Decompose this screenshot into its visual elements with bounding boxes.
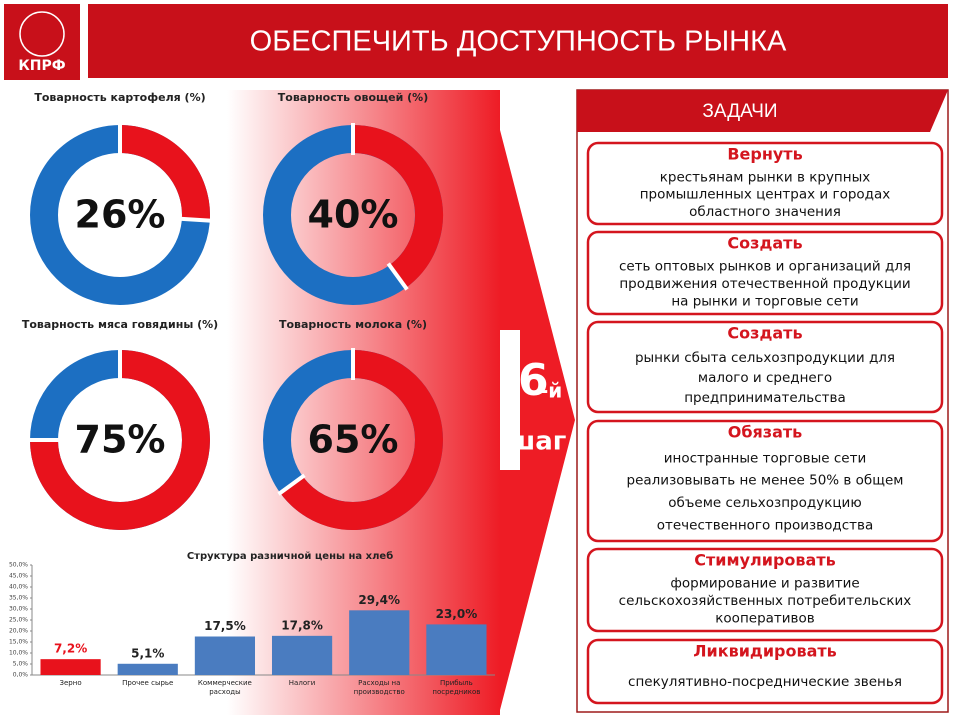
header-bar <box>88 4 948 78</box>
y-tick-label: 15,0% <box>9 639 28 646</box>
header-title: ОБЕСПЕЧИТЬ ДОСТУПНОСТЬ РЫНКА <box>250 26 787 58</box>
x-label-box: Налоги <box>288 679 316 687</box>
y-tick-label: 40,0% <box>9 584 28 591</box>
logo-text: КПРФ <box>18 58 65 74</box>
task-line: продвижения отечественной продукции <box>619 276 910 292</box>
task-line: сеть оптовых рынков и организаций для <box>619 259 911 275</box>
value-label: 17,5% <box>204 619 246 633</box>
chart-title: Товарность мяса говядины (%) <box>22 318 218 331</box>
task-line: крестьянам рынки в крупных <box>660 169 871 185</box>
y-tick-label: 35,0% <box>9 595 28 602</box>
task-box <box>586 320 944 414</box>
bar <box>349 610 410 675</box>
y-tick-label: 5,0% <box>13 661 29 668</box>
task-line: на рынки и торговые сети <box>671 294 858 310</box>
task-verb: Вернуть <box>727 145 802 164</box>
task-box <box>586 141 944 226</box>
task-line: иностранные торговые сети <box>664 450 867 466</box>
segment-gap <box>277 473 306 496</box>
x-label-box: Прочее сырье <box>122 679 174 687</box>
chart-title: Товарность молока (%) <box>279 318 427 331</box>
x-label-box: Зерно <box>59 679 82 687</box>
task-box <box>586 419 944 543</box>
logo-emblem <box>19 11 65 57</box>
value-label: 7,2% <box>54 642 87 656</box>
donut-label: 65% <box>308 418 399 462</box>
donut-segment <box>30 350 210 530</box>
task-line: кооперативов <box>715 611 815 627</box>
chart-title: Структура разничной цены на хлеб <box>187 550 393 562</box>
task-line: объеме сельхозпродукцию <box>668 495 861 511</box>
logo-box <box>4 4 80 80</box>
donut-segment <box>119 125 210 221</box>
bar <box>117 663 178 675</box>
x-tick-label: Расходы на производство <box>353 679 405 696</box>
x-label-box: Коммерческие расходы <box>197 679 252 696</box>
bar <box>194 636 256 675</box>
step-suffix: -й <box>540 379 562 403</box>
task-line: формирование и развитие <box>670 576 859 592</box>
value-label: 23,0% <box>436 607 478 621</box>
donut-label: 26% <box>75 193 166 237</box>
y-tick-label: 20,0% <box>9 628 28 635</box>
task-line: областного значения <box>689 204 841 220</box>
x-tick-label: Прибыль посредников <box>432 679 481 696</box>
tasks-banner <box>577 90 948 132</box>
segment-gap <box>386 262 409 291</box>
bar <box>426 624 487 675</box>
task-verb: Стимулировать <box>694 551 835 570</box>
donut-label: 40% <box>308 193 399 237</box>
task-line: отечественного производства <box>657 517 874 533</box>
task-line: реализовывать не менее 50% в общем <box>627 473 904 489</box>
y-tick-label: 30,0% <box>9 606 28 613</box>
bar <box>40 659 101 675</box>
x-label-box: Расходы на производство <box>353 679 405 696</box>
x-tick-label: Зерно <box>59 679 82 687</box>
task-box <box>586 230 944 316</box>
task-verb: Ликвидировать <box>693 642 837 661</box>
task-box <box>586 547 944 633</box>
task-line: сельскохозяйственных потребительских <box>619 593 912 609</box>
donut-label: 75% <box>75 418 166 462</box>
y-tick-label: 10,0% <box>9 650 28 657</box>
task-verb: Создать <box>727 324 802 343</box>
task-line: малого и среднего <box>698 370 832 386</box>
task-line: промышленных центрах и городах <box>640 187 891 203</box>
chart-title: Товарность овощей (%) <box>278 91 428 104</box>
arrow-gap <box>500 330 520 470</box>
x-tick-label: Прочее сырье <box>122 679 174 687</box>
donut-segment <box>280 350 443 530</box>
task-verb: Обязать <box>728 423 803 442</box>
chart-title: Товарность картофеля (%) <box>34 91 205 104</box>
task-line: предпринимательства <box>684 390 846 406</box>
y-tick-label: 45,0% <box>9 573 28 580</box>
bar <box>271 635 333 675</box>
task-line: рынки сбыта сельхозпродукции для <box>635 350 895 366</box>
donut-segment <box>352 125 443 288</box>
segment-gap <box>179 216 212 223</box>
arrow <box>500 130 575 710</box>
task-line: спекулятивно-посреднические звенья <box>628 674 902 690</box>
tasks-title: ЗАДАЧИ <box>702 101 777 122</box>
x-label-box: Прибыль посредников <box>432 679 481 696</box>
x-tick-label: Налоги <box>288 679 316 687</box>
value-label: 29,4% <box>358 593 400 607</box>
step-number: 6 <box>518 355 549 406</box>
y-tick-label: 0,0% <box>13 672 29 679</box>
value-label: 5,1% <box>131 646 164 660</box>
task-box <box>586 638 944 705</box>
y-tick-label: 25,0% <box>9 617 28 624</box>
x-tick-label: Коммерческие расходы <box>197 679 252 696</box>
step-word: шаг <box>508 427 567 457</box>
y-tick-label: 50,0% <box>9 562 28 569</box>
value-label: 17,8% <box>281 618 323 632</box>
task-verb: Создать <box>727 234 802 253</box>
